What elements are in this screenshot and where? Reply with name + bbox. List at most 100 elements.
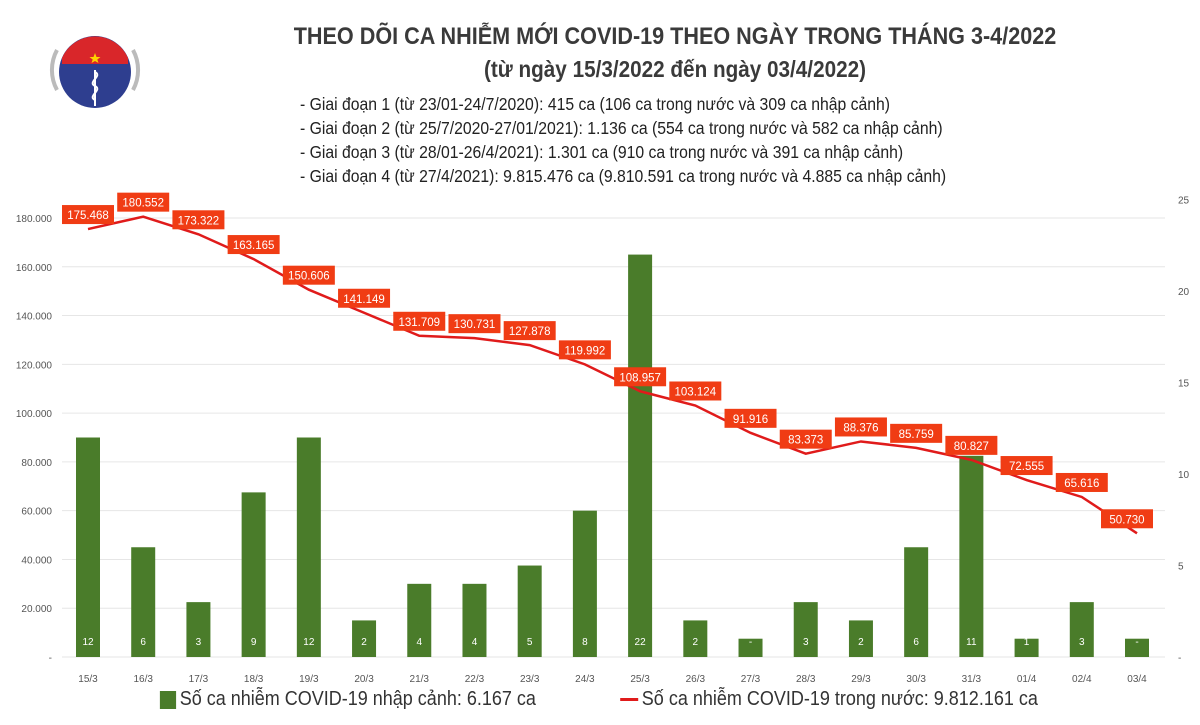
bar-label: 22: [635, 637, 647, 648]
bar-label: -: [749, 637, 752, 648]
bar-label: 5: [527, 637, 533, 648]
line-data-label: 103.124: [675, 386, 717, 398]
bar: [1014, 638, 1039, 657]
bar-label: 4: [472, 637, 478, 648]
line-label-box: [1055, 472, 1108, 492]
line-label-box: [393, 311, 446, 331]
line-label-box: [890, 423, 943, 443]
line-label-box: [614, 367, 667, 387]
right-axis-tick: 10: [1178, 470, 1190, 481]
line-data-label: 163.165: [233, 240, 275, 252]
line-label-box: [503, 321, 556, 341]
bar-label: 12: [82, 637, 94, 648]
bar-label: 11: [966, 637, 977, 648]
phase-3: - Giai đoạn 3 (từ 28/01-26/4/2021): 1.30…: [300, 142, 904, 162]
bar: [848, 620, 873, 657]
bar: [904, 547, 929, 657]
x-axis-tick: 20/3: [354, 674, 374, 685]
phase-1: - Giai đoạn 1 (từ 23/01-24/7/2020): 415 …: [300, 94, 891, 114]
line-data-label: 127.878: [509, 326, 551, 338]
line-label-box: [945, 435, 998, 455]
x-axis-tick: 23/3: [520, 674, 540, 685]
x-axis-tick: 03/4: [1127, 674, 1147, 685]
line-label-box: [834, 417, 887, 437]
bar-label: 6: [140, 637, 146, 648]
bar-label: 9: [251, 637, 257, 648]
line-data-label: 131.709: [398, 317, 440, 329]
x-axis-tick: 02/4: [1072, 674, 1092, 685]
x-axis-tick: 27/3: [741, 674, 761, 685]
x-axis-tick: 19/3: [299, 674, 319, 685]
left-axis-tick: -: [49, 653, 52, 664]
left-axis-tick: 100.000: [16, 409, 53, 420]
x-axis-tick: 31/3: [962, 674, 982, 685]
right-axis-tick: -: [1178, 653, 1181, 664]
x-axis-tick: 29/3: [851, 674, 871, 685]
x-axis-tick: 25/3: [630, 674, 650, 685]
bar: [76, 437, 100, 657]
line-label-box: [779, 429, 832, 449]
left-axis-tick: 180.000: [16, 214, 53, 225]
line-label-box: [669, 381, 722, 401]
line-label-box: [117, 192, 170, 212]
legend: Số ca nhiễm COVID-19 nhập cảnh: 6.167 ca…: [0, 688, 1200, 711]
left-axis-tick: 40.000: [21, 555, 52, 566]
x-axis-tick: 01/4: [1017, 674, 1037, 685]
bar: [462, 583, 487, 657]
line-data-label: 88.376: [843, 422, 878, 434]
line-label-box: [282, 265, 335, 285]
bar: [628, 254, 653, 658]
left-axis-tick: 160.000: [16, 263, 53, 274]
bar: [517, 565, 542, 657]
line-data-label: 150.606: [288, 271, 330, 283]
bar-label: 2: [361, 637, 367, 648]
line-data-label: 72.555: [1009, 461, 1044, 473]
chart-subtitle: (từ ngày 15/3/2022 đến ngày 03/4/2022): [483, 56, 867, 82]
domestic-cases-line: [87, 215, 1138, 535]
x-axis-tick: 17/3: [189, 674, 209, 685]
bar-label: 3: [196, 637, 202, 648]
x-axis-tick: 26/3: [686, 674, 706, 685]
line-data-label: 175.468: [67, 210, 109, 222]
bar: [407, 583, 432, 657]
left-axis-tick: 140.000: [16, 312, 53, 323]
bar: [296, 437, 321, 657]
x-axis-tick: 30/3: [906, 674, 926, 685]
x-axis-tick: 24/3: [575, 674, 595, 685]
line-label-box: [1101, 509, 1153, 529]
line-label-box: [172, 210, 225, 230]
bar-label: 8: [582, 637, 588, 648]
right-axis-tick: 5: [1178, 562, 1184, 573]
bar-label: 12: [303, 637, 315, 648]
x-axis-tick: 16/3: [133, 674, 153, 685]
x-axis-tick: 28/3: [796, 674, 816, 685]
right-axis-tick: 20: [1178, 287, 1190, 298]
x-axis-tick: 15/3: [78, 674, 98, 685]
line-label-box: [227, 235, 280, 255]
line-data-label: 85.759: [899, 429, 934, 441]
x-axis-tick: 21/3: [410, 674, 430, 685]
bar: [738, 638, 763, 657]
left-axis-tick: 120.000: [16, 360, 53, 371]
bar: [793, 602, 818, 657]
line-data-label: 141.149: [343, 294, 385, 306]
bar: [572, 510, 597, 657]
ministry-of-health-logo: [49, 36, 141, 108]
right-axis-tick: 25: [1178, 196, 1190, 207]
bar-label: 2: [693, 637, 699, 648]
line-label-box: [448, 314, 501, 334]
bar: [352, 620, 377, 657]
right-axis-tick: 15: [1178, 379, 1190, 390]
legend-domestic: Số ca nhiễm COVID-19 trong nước: 9.812.1…: [620, 688, 1038, 711]
bar-swatch: [159, 690, 177, 709]
line-data-label: 173.322: [178, 215, 220, 227]
left-axis-tick: 60.000: [21, 507, 52, 518]
line-label-box: [558, 340, 611, 360]
legend-imported: Số ca nhiễm COVID-19 nhập cảnh: 6.167 ca: [159, 688, 536, 711]
bar-label: 6: [913, 637, 919, 648]
bar: [1069, 602, 1094, 657]
line-data-label: 50.730: [1109, 514, 1144, 526]
line-label-box: [338, 288, 391, 308]
bar-label: 2: [858, 637, 864, 648]
legend-imported-label: Số ca nhiễm COVID-19 nhập cảnh: 6.167 ca: [179, 688, 536, 710]
